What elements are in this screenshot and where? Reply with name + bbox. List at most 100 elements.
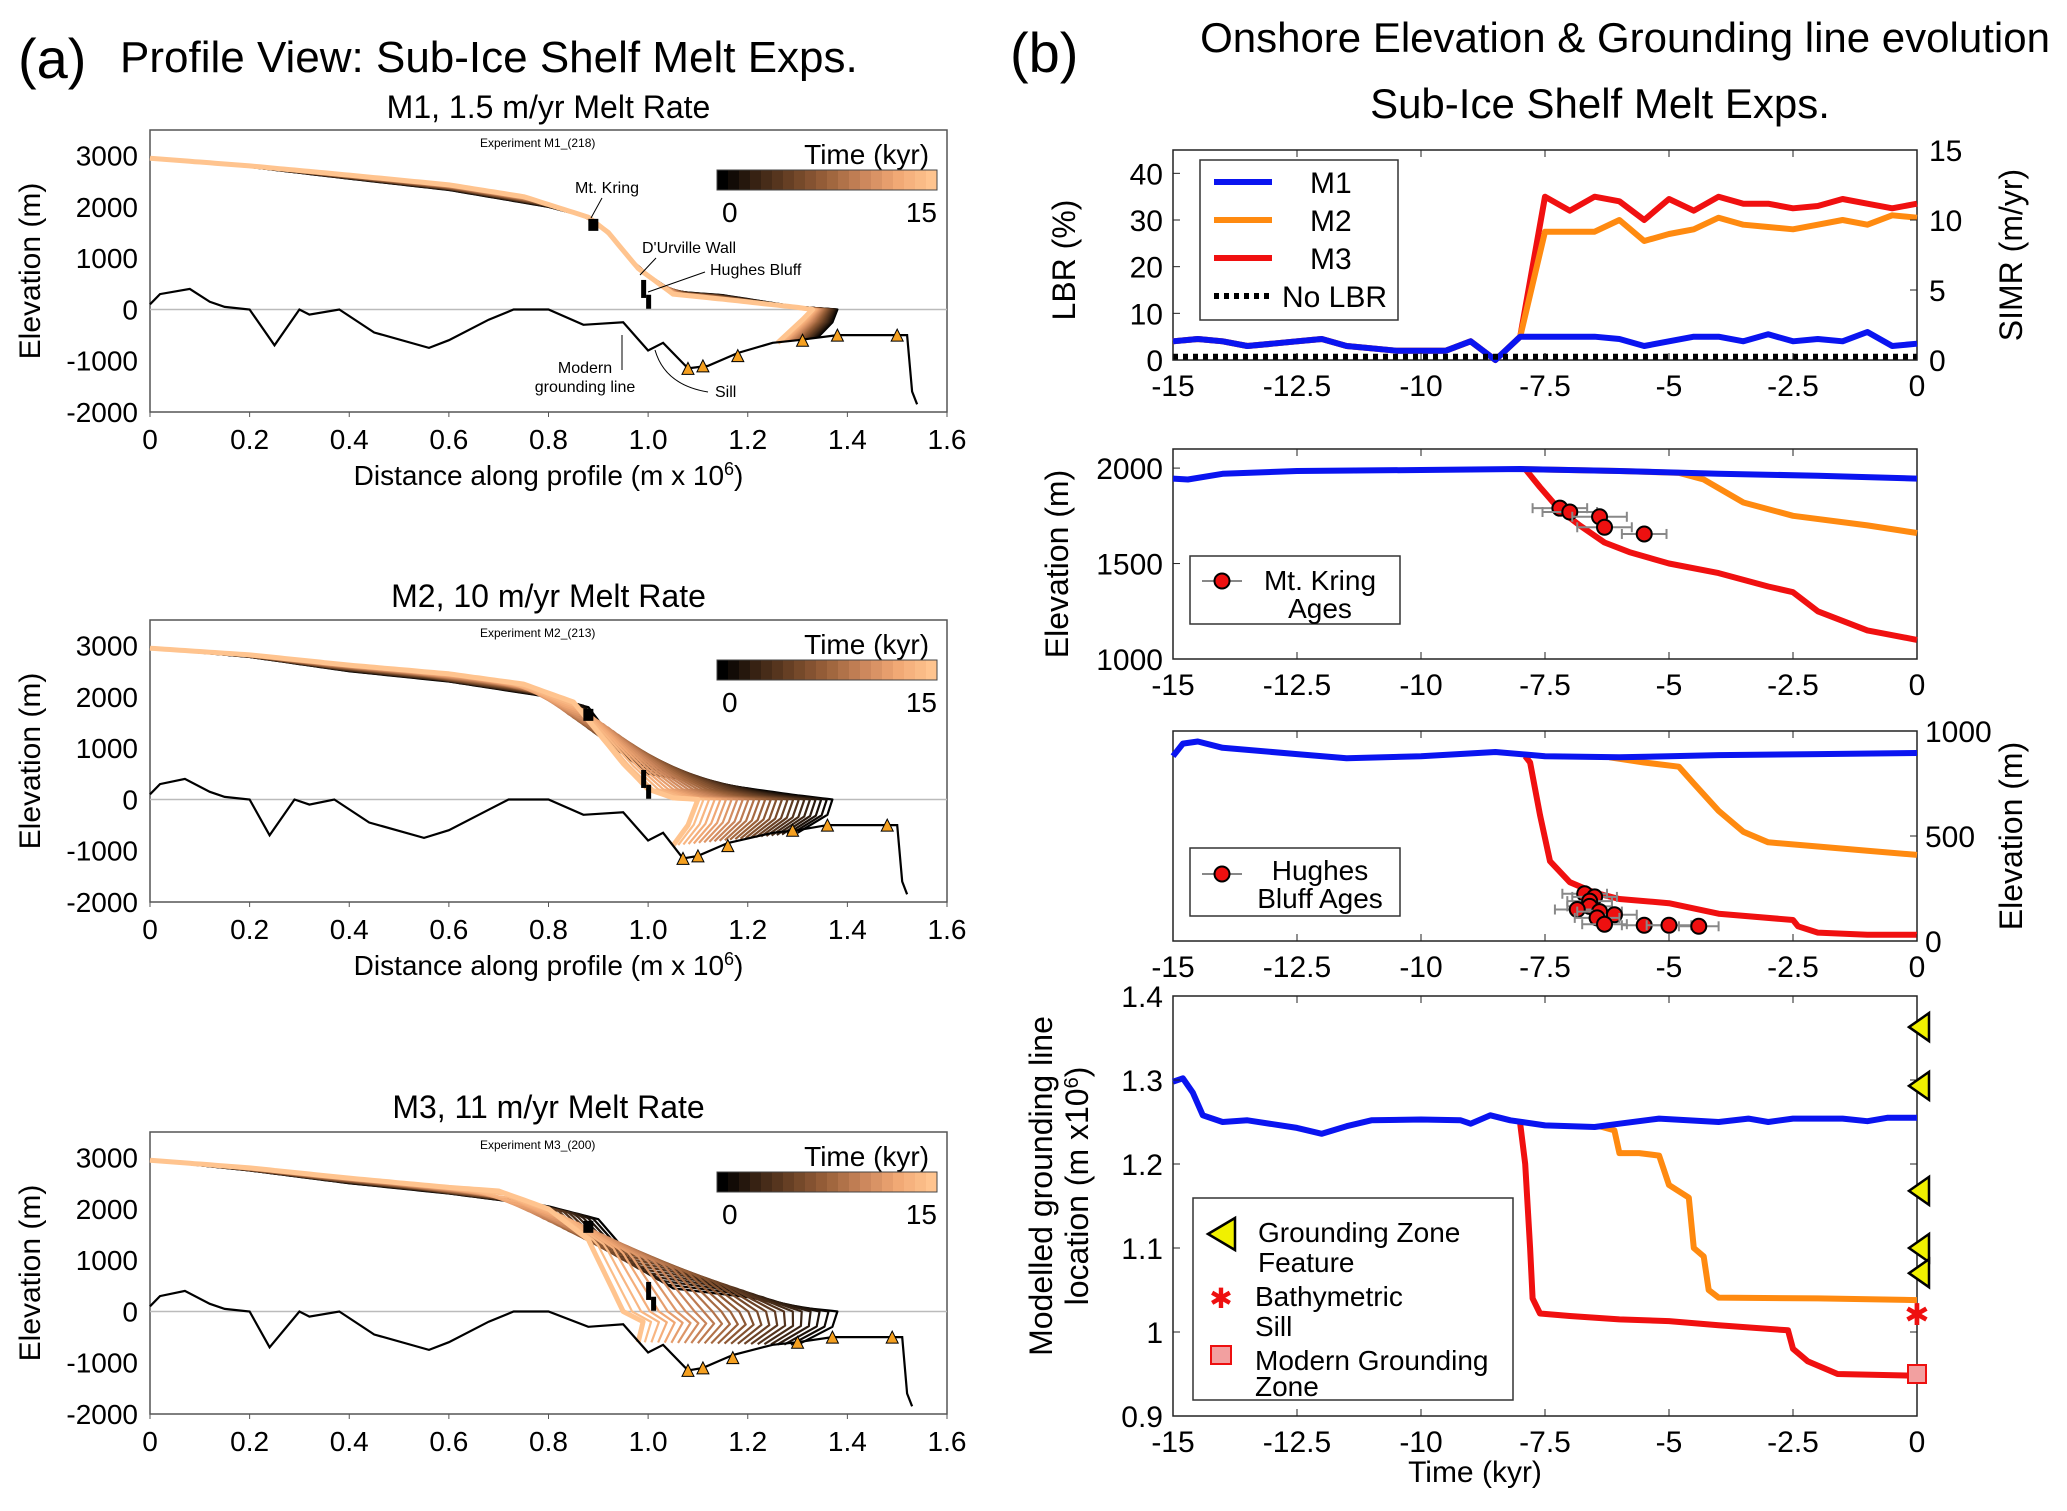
colorbar-max-label: 15 [906,197,937,228]
bed-feature-marker [790,1335,805,1349]
x-tick-label: 0 [1909,370,1926,403]
colorbar-swatch [794,170,806,190]
colorbar-max-label: 15 [906,1199,937,1230]
colorbar-min-label: 0 [722,687,738,718]
profile-plot-M1_profile: M1, 1.5 m/yr Melt Rate Experiment M1_(218… [14,89,966,491]
series-line-M1 [1172,1075,1917,1137]
bed-feature-marker [880,817,895,832]
legend-label: No LBR [1282,281,1387,314]
x-tick-label: -15 [1151,669,1194,702]
gz-feature-marker [1906,1069,1931,1103]
bed-feature-marker [885,1329,900,1344]
legend-label: M2 [1310,205,1352,238]
colorbar-swatch [805,660,817,680]
y-tick-label: -1000 [66,836,138,867]
x-tick-label: -12.5 [1263,669,1331,702]
bed-feature-marker [820,817,835,832]
x-tick-label: -12.5 [1263,1426,1331,1459]
lbr-simr-plot: -15 -12.5 -10 -7.5 -5 -2.5 0010203040051015LBR… [1046,135,2029,403]
colorbar-swatch [904,1172,916,1192]
y-tick-label: 3000 [76,1143,138,1174]
x-tick-label: 0.6 [429,1426,468,1457]
y-tick-label: 2000 [76,682,138,713]
colorbar-swatch [816,660,828,680]
annotation-durville: D'Urville Wall [642,240,736,257]
x-tick-label: -10 [1399,669,1442,702]
x-tick-label: -15 [1151,1426,1194,1459]
grounding-line-plot: 0.9 1 1.1 1.2 1.3 1.4 -15 -12.5 -10 -7.5 -5 -2.5 0 Ti… [1023,981,1931,1489]
mt-kring-marker [583,708,594,721]
y-tick-label: -2000 [66,397,138,428]
age-marker [1596,518,1614,536]
y-tick-label: 1000 [76,1245,138,1276]
annotation-leader [647,271,706,293]
colorbar-frame [716,659,938,681]
series-line-M1 [1172,329,1918,363]
x-tick-label: 0 [142,424,158,455]
chart-layer: M1, 1.5 m/yr Melt Rate Experiment M1_(218… [14,89,2029,1489]
legend-label: M1 [1310,167,1352,200]
colorbar-max-label: 15 [906,687,937,718]
y-tick-label: 0.9 [1121,1401,1163,1434]
mt-kring-marker [583,1220,594,1233]
annotation-sill: Sill [715,384,736,401]
y-tick-label-right: 10 [1929,205,1962,238]
panel-b-title-line2: Sub-Ice Shelf Melt Exps. [1370,80,1830,127]
x-tick-label: -2.5 [1767,1426,1819,1459]
colorbar-swatch [871,660,883,680]
y-tick-label: 10 [1130,298,1163,331]
legend-label: Ages [1288,593,1352,624]
colorbar-swatch [882,660,894,680]
colorbar-swatch [739,1172,751,1192]
y-tick-label: 0 [1146,345,1163,378]
colorbar-swatch [761,1172,773,1192]
profile-plot-M2_profile: M2, 10 m/yr Melt Rate Experiment M2_(213)… [14,578,966,981]
x-tick-label: 1.2 [728,424,767,455]
x-tick-label: -10 [1399,1426,1442,1459]
x-tick-label: -5 [1656,669,1683,702]
bed-line [149,287,919,405]
x-axis-label: Time (kyr) [1408,1456,1542,1489]
annotation-modern-gl: Modern [558,360,612,377]
mt-kring-marker [588,218,599,231]
y-tick-label: -1000 [66,1348,138,1379]
x-tick-label: 1.6 [928,424,967,455]
experiment-label: Experiment M1_(218) [480,136,595,150]
y-tick-label: 1 [1146,1317,1163,1350]
bed-feature-marker [890,327,904,342]
colorbar-swatch [783,660,795,680]
colorbar-min-label: 0 [722,197,738,228]
colorbar-swatch [816,1172,828,1192]
colorbar-swatch [816,170,828,190]
y-tick-label: 20 [1130,252,1163,285]
legend-label: M3 [1310,243,1352,276]
panel-b-title-line1: Onshore Elevation & Grounding line evolu… [1200,14,2050,61]
x-tick-label: 0.2 [230,424,269,455]
y-tick-label: 30 [1130,205,1163,238]
colorbar-swatch [860,170,872,190]
x-tick-label: 1.0 [629,1426,668,1457]
annotation-leader [654,349,709,393]
legend-label: Feature [1258,1247,1355,1278]
y-tick-label-right: 5 [1929,275,1946,308]
x-tick-label: -2.5 [1767,370,1819,403]
legend-label: Grounding Zone [1258,1217,1460,1248]
x-tick-label: -7.5 [1519,669,1571,702]
y-tick-label: 1500 [1096,549,1163,582]
x-tick-label: 0.4 [330,914,369,945]
annotation-leader [639,257,657,276]
colorbar-swatch [794,660,806,680]
y-tick-label: 0 [122,784,138,815]
colorbar-swatch [750,660,762,680]
colorbar-swatch [882,1172,894,1192]
colorbar-swatch [805,1172,817,1192]
y-tick-label: 2000 [76,1194,138,1225]
gz-feature-marker [1906,1010,1931,1044]
bed-feature-marker [795,333,810,347]
age-marker [1660,916,1678,934]
x-tick-label: 0.6 [429,914,468,945]
colorbar-swatch [750,170,762,190]
colorbar-swatch [717,170,729,190]
x-tick-label: -15 [1151,951,1194,984]
colorbar-swatch [893,1172,905,1192]
